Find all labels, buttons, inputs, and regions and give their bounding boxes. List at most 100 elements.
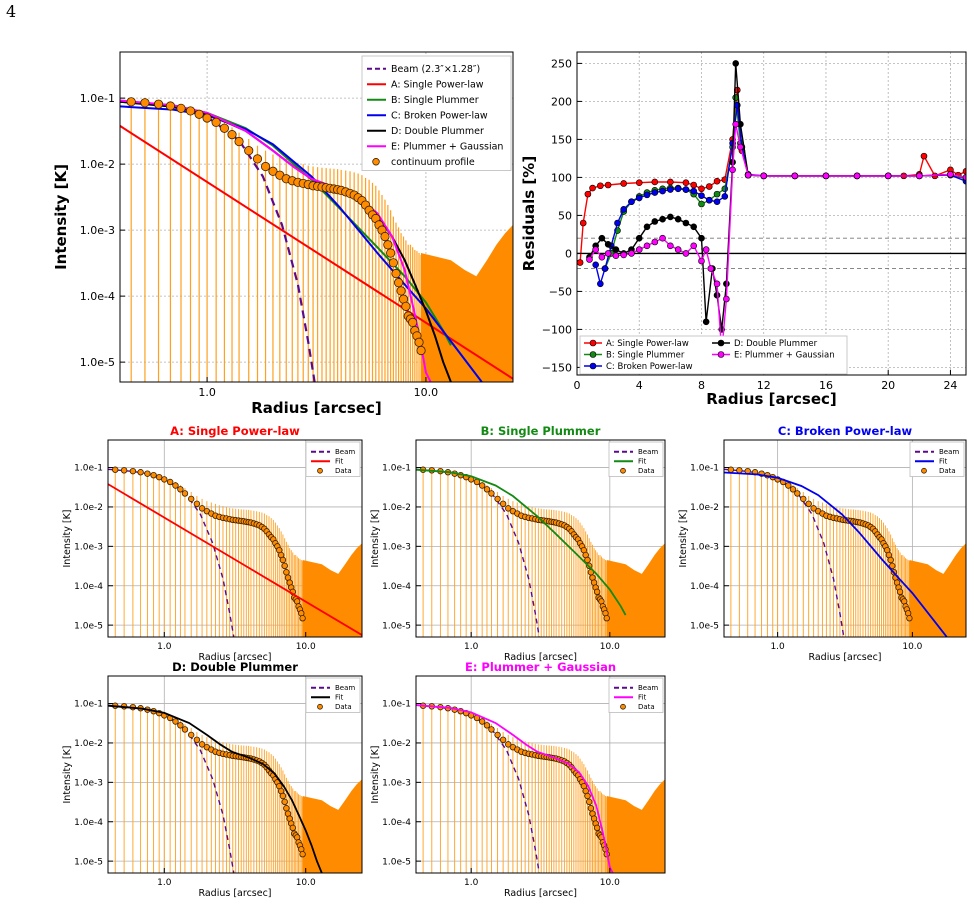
curve-fit — [108, 704, 323, 873]
y-tick-label: 1.0e-4 — [80, 290, 115, 303]
data-point — [281, 798, 288, 806]
residual-point-model_e — [598, 253, 606, 261]
legend-label: Beam — [638, 684, 658, 692]
x-axis-label: Radius [arcsec] — [706, 390, 837, 408]
plot-frame — [723, 439, 967, 638]
x-axis-label: Radius [arcsec] — [504, 652, 577, 663]
legend-label: Data — [638, 703, 655, 711]
data-point — [593, 588, 601, 596]
curve-beam — [416, 704, 540, 873]
residual-point-model_c — [635, 194, 643, 202]
data-point — [505, 741, 512, 748]
y-axis-label: Intensity [K] — [62, 509, 73, 567]
legend-marker-data — [921, 467, 927, 474]
plot-area — [108, 676, 362, 873]
data-point — [494, 495, 501, 503]
y-tick-label: −100 — [542, 323, 572, 336]
data-point — [488, 490, 495, 497]
data-point — [789, 486, 797, 493]
y-tick-label: 1.0e-1 — [74, 700, 103, 710]
legend-label: E: Plummer + Gaussian — [734, 351, 835, 361]
residual-point-model_d — [643, 223, 651, 231]
data-point — [494, 731, 501, 739]
legend-label: D: Double Plummer — [734, 339, 818, 349]
plot-frame — [119, 51, 514, 383]
x-axis-label: Radius [arcsec] — [504, 888, 577, 899]
data-point — [414, 337, 424, 347]
residual-point-model_a — [597, 182, 604, 190]
residual-point-model_e — [707, 265, 715, 272]
residual-point-model_e — [744, 171, 752, 179]
data-point — [785, 482, 792, 489]
data-point — [140, 98, 150, 108]
curve-fit — [724, 471, 948, 637]
residual-point-model_e — [947, 171, 954, 178]
data-point — [906, 615, 913, 622]
y-tick-label: 1.0e-1 — [382, 700, 411, 710]
legend-label: B: Single Plummer — [606, 351, 685, 361]
curve-fit — [416, 704, 614, 873]
residual-point-model_e — [659, 234, 666, 242]
x-tick-label: 1.0 — [157, 878, 172, 888]
data-point — [153, 99, 164, 109]
residual-point-model_a — [589, 184, 596, 192]
noise-floor-fill — [302, 543, 362, 637]
data-point — [126, 97, 136, 107]
residual-point-model_e — [651, 238, 659, 246]
noise-floor-fill — [909, 543, 966, 637]
data-point — [584, 792, 591, 800]
y-tick-label: 0 — [565, 247, 572, 260]
residual-point-model_e — [682, 250, 690, 257]
legend-label: Data — [939, 467, 956, 475]
legend-label: A: Single Power-law — [391, 80, 484, 91]
residual-line-model_b — [604, 97, 966, 269]
residual-point-model_c — [659, 187, 666, 195]
data-point — [155, 473, 163, 481]
x-tick-label: 1.0 — [198, 386, 216, 399]
data-point — [396, 286, 406, 296]
x-tick-label: 4 — [636, 379, 643, 392]
residual-point-model_e — [620, 251, 627, 259]
data-point — [810, 505, 817, 512]
legend: A: Single Power-law D: Double Plummer B: S… — [579, 335, 848, 375]
residual-point-model_c — [705, 196, 713, 204]
fit-e-chart: 1.0 10.0 1.0e-1 1.0e-2 1.0e-3 1.0e-4 1.0e-5 Rad… — [370, 660, 666, 899]
y-tick-label: 100 — [551, 171, 572, 184]
data-point — [219, 123, 230, 133]
y-tick-label: 1.0e-4 — [382, 818, 411, 828]
legend-label: C: Broken Power-law — [606, 362, 693, 372]
panel-title: C: Broken Power-law — [778, 424, 913, 438]
legend-label: Data — [335, 467, 352, 475]
residual-point-model_e — [760, 172, 768, 180]
curve-beam — [120, 100, 316, 382]
residual-point-model_e — [853, 172, 861, 180]
residual-point-model_e — [962, 174, 966, 181]
residual-point-model_c — [597, 280, 604, 288]
legend-label: Fit — [335, 694, 343, 702]
data-point — [188, 495, 195, 503]
residual-point-model_c — [674, 185, 682, 193]
y-axis-label: Intensity [K] — [370, 509, 381, 567]
residual-point-model_a — [962, 168, 966, 175]
data-point — [150, 471, 157, 479]
residual-point-model_e — [732, 120, 740, 128]
residual-point-model_d — [612, 246, 620, 253]
y-tick-label: 1.0e-2 — [80, 158, 115, 171]
legend-label: Beam — [939, 448, 959, 456]
y-axis-label: Intensity [K] — [678, 509, 689, 567]
y-axis-label: Residuals [%] — [520, 156, 538, 271]
legend-marker-model_e — [717, 351, 725, 358]
data-point — [165, 101, 176, 111]
data-point — [499, 500, 507, 508]
plot-area — [108, 440, 362, 637]
fit-d-chart: 1.0 10.0 1.0e-1 1.0e-2 1.0e-3 1.0e-4 1.0e-5 Rad… — [62, 660, 363, 899]
y-tick-label: 1.0e-5 — [74, 621, 103, 631]
residual-point-model_c — [682, 186, 690, 193]
legend-label: Data — [638, 467, 655, 475]
y-tick-label: 1.0e-1 — [80, 92, 115, 105]
y-tick-label: 1.0e-2 — [382, 503, 411, 513]
legend-label: D: Double Plummer — [391, 126, 484, 137]
